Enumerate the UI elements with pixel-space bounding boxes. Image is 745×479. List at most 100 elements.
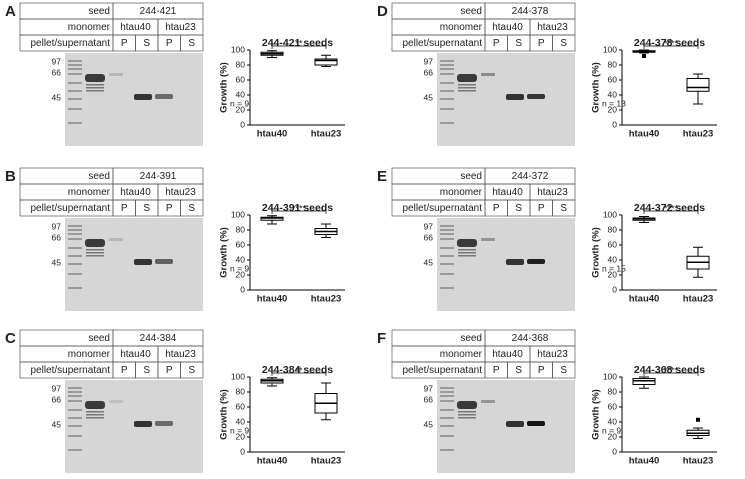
ladder-band <box>68 449 82 451</box>
ladder-band <box>68 122 82 124</box>
y-tick-label: 0 <box>240 119 245 129</box>
table-row-label: pellet/supernatant <box>402 203 482 214</box>
ladder-band <box>68 263 82 265</box>
y-tick-label: 60 <box>236 401 246 411</box>
ladder-band <box>440 60 454 62</box>
y-tick-label: 40 <box>236 254 246 264</box>
x-tick-label: htau40 <box>629 456 660 467</box>
ladder-band <box>68 425 82 427</box>
table-row-label: pellet/supernatant <box>30 38 110 49</box>
gel-band <box>86 417 104 419</box>
y-tick-label: 100 <box>231 209 245 219</box>
table-cell-text: 244-384 <box>140 333 177 344</box>
ladder-band <box>440 255 454 257</box>
gel-band <box>155 94 173 99</box>
table-cell-text: 244-372 <box>512 171 549 182</box>
gel-band <box>458 84 476 86</box>
table-cell <box>180 34 204 52</box>
ladder-band <box>440 82 454 84</box>
marker-label: 66 <box>424 232 434 242</box>
gel-band <box>85 239 105 247</box>
y-tick-label: 80 <box>608 59 618 69</box>
ladder-band <box>440 287 454 289</box>
table-cell-text: P <box>538 203 545 214</box>
x-tick-label: htau23 <box>311 129 342 140</box>
outlier <box>696 417 700 422</box>
outlier <box>642 54 646 58</box>
ladder-band <box>68 273 82 275</box>
y-tick-label: 0 <box>612 119 617 129</box>
gel <box>65 53 203 146</box>
table-cell-text: htau23 <box>165 22 196 33</box>
table-cell-text: P <box>121 203 128 214</box>
gel-band <box>134 259 152 265</box>
table-row-label: seed <box>88 171 110 182</box>
ladder-band <box>68 60 82 62</box>
table-cell-text: htau40 <box>120 349 151 360</box>
table-row-label: monomer <box>440 349 483 360</box>
ladder-band <box>68 82 82 84</box>
ladder-band <box>440 73 454 75</box>
significance: **** <box>292 203 307 213</box>
table-cell-text: S <box>188 38 195 49</box>
table-cell <box>180 361 204 379</box>
table-cell-text: 244-421 <box>140 6 177 17</box>
gel-band <box>134 421 152 427</box>
table-row-label: monomer <box>68 187 111 198</box>
x-tick-label: htau40 <box>257 456 288 467</box>
panel-letter: A <box>5 3 16 20</box>
ladder-band <box>440 247 454 249</box>
ladder-band <box>68 287 82 289</box>
ladder-band <box>68 68 82 70</box>
x-tick-label: htau23 <box>683 456 714 467</box>
n-label: n = 9 <box>230 98 249 108</box>
gel-band <box>458 249 476 251</box>
panel-letter: B <box>5 168 16 185</box>
marker-label: 97 <box>52 56 62 66</box>
marker-label: 66 <box>52 394 62 404</box>
panel-letter: C <box>5 330 16 347</box>
y-tick-label: 20 <box>236 269 246 279</box>
gel-band <box>458 252 476 254</box>
table-cell-text: htau40 <box>492 187 523 198</box>
ladder-band <box>440 64 454 66</box>
gel-band <box>86 414 104 416</box>
table-cell-text: S <box>188 203 195 214</box>
y-tick-label: 20 <box>608 269 618 279</box>
table-cell-text: P <box>493 203 500 214</box>
ladder-band <box>440 387 454 389</box>
x-tick-label: htau23 <box>683 294 714 305</box>
gel-band <box>457 401 477 409</box>
ladder-band <box>68 435 82 437</box>
table-row-label: seed <box>88 333 110 344</box>
y-tick-label: 20 <box>608 104 618 114</box>
table-cell-text: S <box>515 203 522 214</box>
table-row-label: seed <box>88 6 110 17</box>
ladder-band <box>440 400 454 402</box>
table-cell-text: htau23 <box>537 187 568 198</box>
ladder-band <box>68 400 82 402</box>
gel-band <box>458 414 476 416</box>
gel <box>437 218 575 311</box>
ladder-band <box>68 64 82 66</box>
gel-band <box>86 87 104 89</box>
ladder-band <box>68 108 82 110</box>
gel-band <box>527 259 545 264</box>
table-cell-text: P <box>493 365 500 376</box>
table-row-label: monomer <box>68 22 111 33</box>
n-label: n = 13 <box>602 98 626 108</box>
gel-band <box>506 421 524 427</box>
y-tick-label: 100 <box>231 371 245 381</box>
box <box>314 58 338 66</box>
gel-band <box>481 238 495 241</box>
gel-band <box>109 73 123 76</box>
y-tick-label: 40 <box>236 416 246 426</box>
table-cell-text: htau40 <box>492 349 523 360</box>
gel-band <box>134 94 152 100</box>
ladder-band <box>440 98 454 100</box>
gel-band <box>481 400 495 403</box>
ladder-band <box>440 273 454 275</box>
significance: **** <box>664 203 679 213</box>
table-row-label: monomer <box>440 187 483 198</box>
table-cell-text: P <box>121 365 128 376</box>
